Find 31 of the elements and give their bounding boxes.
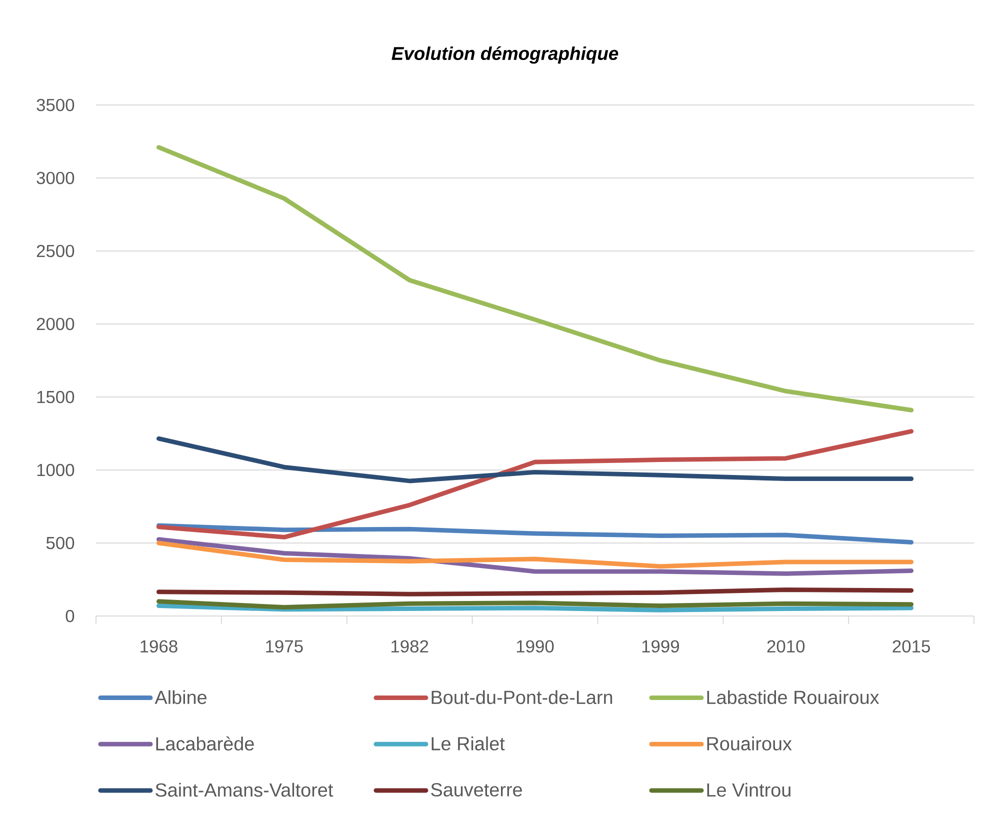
line-series — [156, 429, 914, 540]
y-tick-label: 3500 — [36, 98, 74, 112]
line-series — [156, 436, 914, 484]
y-tick-label: 500 — [46, 536, 74, 550]
legend-label: Saint-Amans-Valtoret — [156, 782, 334, 797]
y-tick-label: 0 — [66, 610, 74, 622]
x-tick-label: 1982 — [392, 640, 428, 653]
legend-label: Labastide Rouairoux — [707, 690, 880, 704]
legend-label: Lacabarède — [156, 736, 254, 751]
line-series — [156, 537, 914, 576]
legend-label: Le Vintrou — [707, 782, 790, 797]
x-tick-label: 1968 — [140, 640, 178, 653]
legend-label: Sauveterre — [431, 783, 522, 796]
y-tick-label: 1500 — [37, 390, 74, 404]
legend-label: Albine — [154, 690, 206, 704]
legend-label: Rouairoux — [707, 736, 792, 750]
x-tick-label: 1990 — [516, 640, 554, 653]
x-tick-label: 1999 — [642, 640, 679, 653]
y-tick-label: 3000 — [36, 172, 74, 184]
legend-label: Le Rialet — [432, 736, 505, 750]
x-tick-label: 2010 — [767, 640, 805, 653]
line-series — [156, 523, 914, 545]
line-series — [156, 540, 914, 569]
x-tick-label: 2015 — [892, 640, 930, 653]
y-tick-label: 1000 — [37, 464, 74, 476]
y-tick-label: 2500 — [36, 244, 74, 258]
legend-label: Bout-du-Pont-de-Larn — [432, 690, 612, 704]
y-tick-label: 2000 — [36, 318, 74, 330]
x-tick-label: 1975 — [266, 640, 303, 653]
chart-title: Evolution démographique — [392, 46, 618, 64]
line-series — [156, 145, 914, 412]
